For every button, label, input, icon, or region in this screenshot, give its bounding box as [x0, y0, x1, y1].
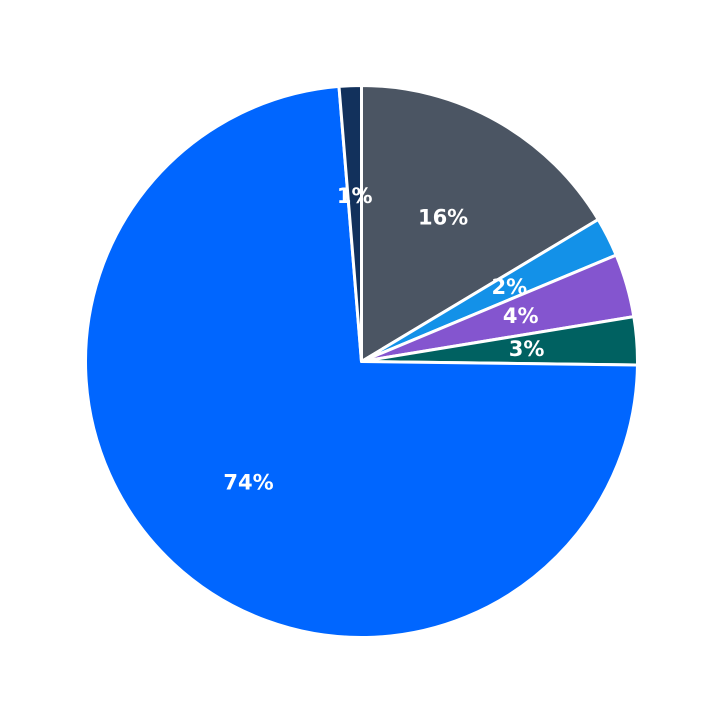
pie-label-3: 3% [509, 337, 545, 361]
pie-slice-0 [360, 84, 600, 363]
pie-label-5: 1% [337, 184, 373, 208]
pie-labels: 16% 2% 4% 3% 74% 1% [223, 184, 544, 495]
pie-label-4: 74% [223, 471, 273, 495]
pie-slice-5 [337, 84, 363, 363]
pie-label-0: 16% [418, 205, 468, 229]
pie-label-1: 2% [491, 275, 527, 299]
pie-label-2: 4% [503, 304, 539, 328]
pie-slices [84, 84, 639, 639]
